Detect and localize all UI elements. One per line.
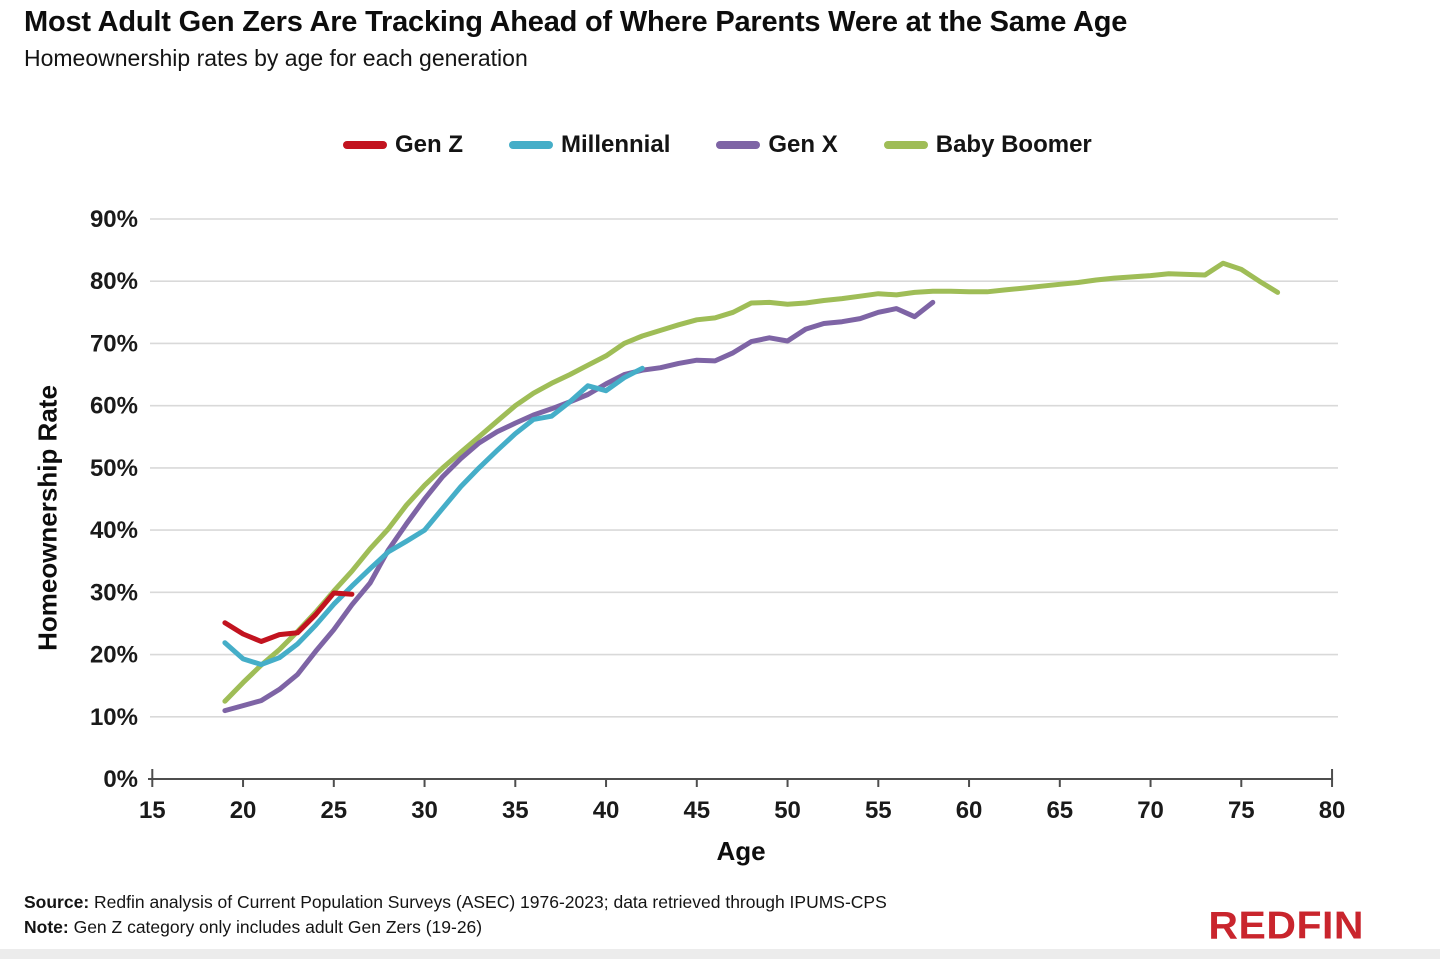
legend-swatch-icon <box>883 141 928 149</box>
series-line-gen-x <box>222 299 936 714</box>
source-label: Source: <box>24 892 90 912</box>
x-axis-title: Age <box>716 836 766 866</box>
y-tick-label: 30% <box>90 579 138 606</box>
y-tick-label: 60% <box>90 393 138 420</box>
x-tick-label: 75 <box>1228 797 1255 824</box>
y-tick-label: 90% <box>90 206 138 233</box>
x-tick-label: 35 <box>502 797 529 824</box>
legend-item-gen-z: Gen Z <box>343 131 463 159</box>
x-tick-label: 80 <box>1319 797 1346 824</box>
legend-swatch-icon <box>716 141 761 149</box>
y-tick-label: 0% <box>103 766 138 793</box>
bottom-strip <box>0 949 1440 959</box>
x-tick-label: 50 <box>774 797 801 824</box>
legend-label: Millennial <box>561 131 671 158</box>
note-text: Gen Z category only includes adult Gen Z… <box>68 917 483 937</box>
legend-item-baby-boomer: Baby Boomer <box>883 131 1092 159</box>
y-tick-label: 80% <box>90 268 138 295</box>
note-label: Note: <box>24 917 69 937</box>
x-tick-label: 55 <box>865 797 892 824</box>
footer-source-line: Source: Redfin analysis of Current Popul… <box>24 890 887 915</box>
x-tick-label: 65 <box>1046 797 1073 824</box>
y-tick-label: 50% <box>90 455 138 482</box>
x-tick-label: 60 <box>956 797 983 824</box>
y-tick-label: 40% <box>90 517 138 544</box>
y-tick-label: 20% <box>90 642 138 669</box>
legend: Gen Z Millennial Gen X Baby Boomer <box>343 131 1092 159</box>
legend-label: Baby Boomer <box>935 131 1092 158</box>
footer: Source: Redfin analysis of Current Popul… <box>24 890 887 940</box>
legend-swatch-icon <box>509 141 554 149</box>
series-line-millennial <box>222 365 645 667</box>
legend-label: Gen X <box>768 131 838 158</box>
y-tick-label: 70% <box>90 330 138 357</box>
redfin-logo: REDFIN <box>1208 903 1364 947</box>
series-line-baby-boomer <box>222 260 1281 704</box>
source-text: Redfin analysis of Current Population Su… <box>89 892 887 912</box>
legend-label: Gen Z <box>395 131 464 158</box>
x-tick-label: 45 <box>683 797 710 824</box>
x-tick-label: 20 <box>230 797 257 824</box>
x-tick-label: 30 <box>411 797 438 824</box>
x-tick-label: 15 <box>139 797 166 824</box>
y-tick-label: 10% <box>90 704 138 731</box>
x-tick-label: 40 <box>593 797 620 824</box>
x-tick-label: 70 <box>1137 797 1164 824</box>
series-line-gen-z <box>222 590 355 644</box>
chart-title: Most Adult Gen Zers Are Tracking Ahead o… <box>24 6 1128 38</box>
legend-swatch-icon <box>343 141 387 149</box>
legend-item-millennial: Millennial <box>509 131 670 159</box>
y-axis-title: Homeownership Rate <box>32 385 63 651</box>
legend-item-gen-x: Gen X <box>716 131 838 159</box>
footer-note-line: Note: Gen Z category only includes adult… <box>24 915 887 940</box>
x-tick-label: 25 <box>320 797 347 824</box>
chart-subtitle: Homeownership rates by age for each gene… <box>24 45 528 71</box>
